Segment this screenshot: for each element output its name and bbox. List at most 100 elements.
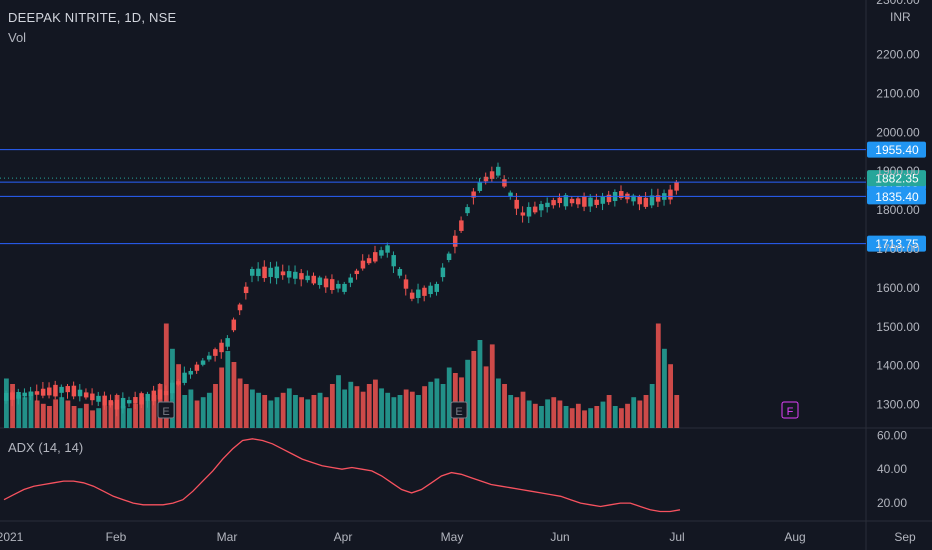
candle-body	[280, 271, 286, 276]
candle-body	[379, 250, 384, 256]
candle-body	[575, 198, 581, 205]
volume-bar	[551, 397, 557, 428]
candle-body	[71, 385, 77, 397]
volume-bar	[59, 397, 65, 428]
candle-body	[440, 267, 446, 278]
time-tick-label: Jun	[550, 530, 569, 544]
marker-label: E	[455, 406, 462, 418]
candle-body	[385, 245, 390, 253]
candle-body	[305, 275, 310, 281]
volume-bar	[354, 386, 360, 428]
candle-body	[237, 304, 243, 311]
volume-bar	[360, 391, 366, 428]
volume-bar	[582, 410, 587, 428]
marker-label: E	[162, 406, 169, 418]
volume-bar	[219, 367, 225, 428]
candle-body	[151, 390, 157, 402]
volume-bar	[127, 408, 132, 428]
volume-bar	[606, 395, 612, 428]
adx-label[interactable]: ADX (14, 14)	[8, 440, 84, 455]
future-marker[interactable]: F	[781, 401, 799, 419]
volume-bar	[403, 389, 409, 428]
symbol-title[interactable]: DEEPAK NITRITE, 1D, NSE	[8, 10, 177, 25]
candle-body	[403, 279, 409, 289]
earnings-marker[interactable]: E	[450, 401, 468, 419]
volume-bar	[47, 406, 52, 428]
candle-body	[514, 199, 519, 209]
candle-body	[471, 191, 476, 198]
volume-bar	[545, 399, 550, 428]
volume-bar	[619, 408, 624, 428]
candle-body	[40, 388, 46, 396]
candle-body	[446, 253, 452, 261]
volume-bar	[348, 381, 354, 428]
candle-body	[489, 171, 495, 179]
time-tick-label: Apr	[334, 530, 353, 544]
candle-body	[4, 392, 9, 401]
candle-body	[127, 400, 132, 404]
volume-bar	[206, 392, 212, 428]
candle-body	[600, 196, 606, 204]
candle-body	[508, 192, 513, 197]
volume-bar	[151, 395, 157, 428]
candle-body	[139, 393, 144, 405]
candle-body	[397, 269, 403, 276]
volume-bar	[163, 323, 169, 428]
candle-body	[649, 195, 655, 206]
volume-bar	[102, 406, 108, 428]
candle-body	[336, 283, 341, 289]
volume-bar	[526, 400, 532, 428]
volume-bar	[317, 392, 323, 428]
candle-body	[483, 176, 489, 182]
volume-bar	[237, 378, 243, 428]
candle-body	[606, 194, 612, 203]
volume-bar	[563, 406, 569, 428]
price-tick-label: 1500.00	[876, 320, 920, 334]
candle-body	[391, 255, 396, 267]
level-label: 1955.40	[875, 143, 919, 157]
volume-bar	[637, 400, 643, 428]
candle-body	[59, 386, 64, 393]
adx-tick-label: 60.00	[877, 428, 907, 442]
volume-bar	[557, 400, 563, 428]
candle-body	[108, 400, 114, 406]
volume-bar	[600, 401, 606, 428]
candle-body	[213, 349, 218, 356]
volume-bar	[502, 384, 507, 428]
earnings-marker[interactable]: E	[157, 401, 175, 419]
candle-body	[286, 271, 292, 278]
candle-body	[262, 266, 267, 279]
volume-bar	[416, 395, 421, 428]
candle-body	[231, 319, 237, 331]
candle-body	[28, 391, 34, 396]
candle-body	[655, 195, 661, 202]
volume-bar	[409, 391, 415, 428]
price-tick-label: 2100.00	[876, 86, 920, 100]
volume-bar	[194, 400, 200, 428]
candle-body	[637, 196, 642, 205]
volume-bar	[336, 375, 341, 428]
candle-body	[526, 206, 532, 217]
volume-label[interactable]: Vol	[8, 30, 27, 45]
volume-bar	[366, 384, 372, 428]
candle-body	[631, 195, 636, 202]
volume-bar	[465, 359, 471, 428]
candle-body	[477, 182, 483, 191]
candle-body	[53, 384, 58, 397]
volume-bar	[391, 397, 397, 428]
volume-bar	[342, 389, 348, 428]
candle-body	[668, 189, 673, 200]
candle-body	[10, 392, 15, 400]
candle-body	[502, 179, 507, 187]
volume-bar	[514, 397, 520, 428]
price-tick-label: 1700.00	[876, 242, 920, 256]
candle-body	[416, 289, 421, 298]
volume-bar	[471, 351, 477, 428]
candle-body	[77, 389, 83, 397]
volume-bar	[145, 400, 151, 428]
candle-body	[274, 266, 280, 279]
candle-body	[551, 200, 556, 206]
